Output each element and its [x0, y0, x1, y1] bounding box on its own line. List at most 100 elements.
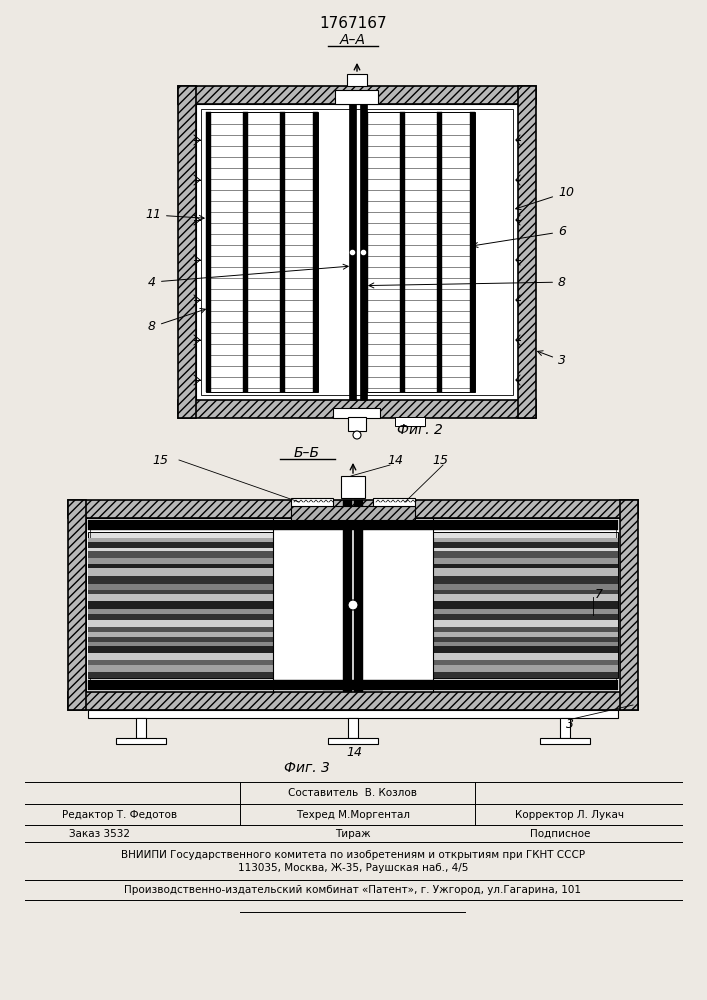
Text: Заказ 3532: Заказ 3532 [69, 829, 131, 839]
Bar [433, 576, 618, 584]
Bar [88, 653, 273, 660]
Bar [136, 718, 146, 738]
Bar [88, 520, 618, 530]
Bar [88, 680, 618, 690]
Bar [88, 620, 273, 627]
Bar [433, 558, 618, 564]
Text: Корректор Л. Лукач: Корректор Л. Лукач [515, 810, 624, 820]
Bar [88, 542, 273, 548]
Bar [433, 637, 618, 642]
Bar [88, 642, 273, 646]
Bar [88, 672, 273, 678]
Text: Тираж: Тираж [335, 829, 370, 839]
Text: Б–Б: Б–Б [294, 446, 320, 460]
Bar [88, 564, 273, 568]
Bar [88, 627, 273, 632]
Text: Фиг. 3: Фиг. 3 [284, 761, 330, 775]
Text: ВНИИПИ Государственного комитета по изобретениям и открытиям при ГКНТ СССР: ВНИИПИ Государственного комитета по изоб… [121, 850, 585, 860]
Text: A–A: A–A [340, 33, 366, 47]
Text: 7: 7 [595, 588, 603, 601]
Bar [433, 614, 618, 620]
Text: 14: 14 [346, 746, 362, 758]
Bar [328, 738, 378, 744]
Text: 8: 8 [369, 276, 566, 289]
Bar [348, 417, 366, 431]
Bar [206, 112, 318, 392]
Bar [470, 112, 475, 392]
Bar [88, 558, 273, 564]
Text: Составитель  В. Козлов: Составитель В. Козлов [288, 788, 418, 798]
Bar [88, 609, 273, 614]
Bar [433, 564, 618, 568]
Bar [433, 627, 618, 632]
Bar [354, 500, 363, 692]
Text: 3: 3 [537, 351, 566, 367]
Circle shape [348, 600, 358, 610]
Text: Редактор Т. Федотов: Редактор Т. Федотов [62, 810, 177, 820]
Bar [433, 594, 618, 601]
Bar [323, 520, 383, 528]
Bar [400, 112, 405, 392]
Bar [341, 476, 365, 498]
Bar [433, 532, 618, 678]
Text: Производственно-издательский комбинат «Патент», г. Ужгород, ул.Гагарина, 101: Производственно-издательский комбинат «П… [124, 885, 581, 895]
Bar [540, 738, 590, 744]
Text: 4: 4 [148, 264, 348, 289]
Text: Фиг. 2: Фиг. 2 [397, 423, 443, 437]
Text: 113035, Москва, Ж-35, Раушская наб., 4/5: 113035, Москва, Ж-35, Раушская наб., 4/5 [238, 863, 468, 873]
Bar [88, 601, 273, 609]
Bar [88, 665, 273, 672]
Bar [560, 718, 570, 738]
Text: 6: 6 [473, 225, 566, 247]
Bar [68, 500, 638, 518]
Bar [433, 620, 618, 627]
Bar [433, 609, 618, 614]
Bar [433, 542, 618, 548]
Bar [88, 637, 273, 642]
Bar [360, 104, 367, 400]
Bar [88, 660, 273, 665]
Text: 10: 10 [515, 186, 574, 210]
Bar [323, 682, 383, 690]
Bar [363, 112, 475, 392]
Bar [518, 86, 536, 418]
Text: Техред М.Моргентал: Техред М.Моргентал [296, 810, 410, 820]
Bar [395, 417, 425, 426]
Bar [178, 86, 196, 418]
Bar [88, 590, 273, 594]
Bar [88, 710, 618, 718]
Bar [88, 594, 273, 601]
Bar [348, 718, 358, 738]
Bar [178, 86, 536, 104]
Bar [335, 90, 378, 104]
Bar [333, 408, 380, 418]
Text: 8: 8 [148, 308, 205, 333]
Bar [373, 498, 415, 506]
Bar [88, 576, 273, 584]
Bar [88, 614, 273, 620]
Bar [433, 568, 618, 576]
Text: Подписное: Подписное [530, 829, 590, 839]
Bar [280, 112, 285, 392]
Bar [206, 112, 211, 392]
Bar [433, 632, 618, 637]
Bar [433, 551, 618, 558]
Bar [433, 665, 618, 672]
Bar [437, 112, 442, 392]
Bar [88, 548, 273, 551]
Text: 1767167: 1767167 [319, 16, 387, 31]
Bar [273, 532, 343, 678]
Text: 15: 15 [432, 454, 448, 466]
Bar [433, 601, 618, 609]
Bar [178, 400, 536, 418]
Bar [201, 109, 513, 395]
Bar [349, 104, 356, 400]
Bar [196, 104, 518, 400]
Bar [88, 584, 273, 590]
Bar [86, 518, 620, 692]
Bar [363, 532, 433, 678]
Bar [68, 692, 638, 710]
Bar [363, 112, 368, 392]
Bar [88, 632, 273, 637]
Bar [433, 548, 618, 551]
